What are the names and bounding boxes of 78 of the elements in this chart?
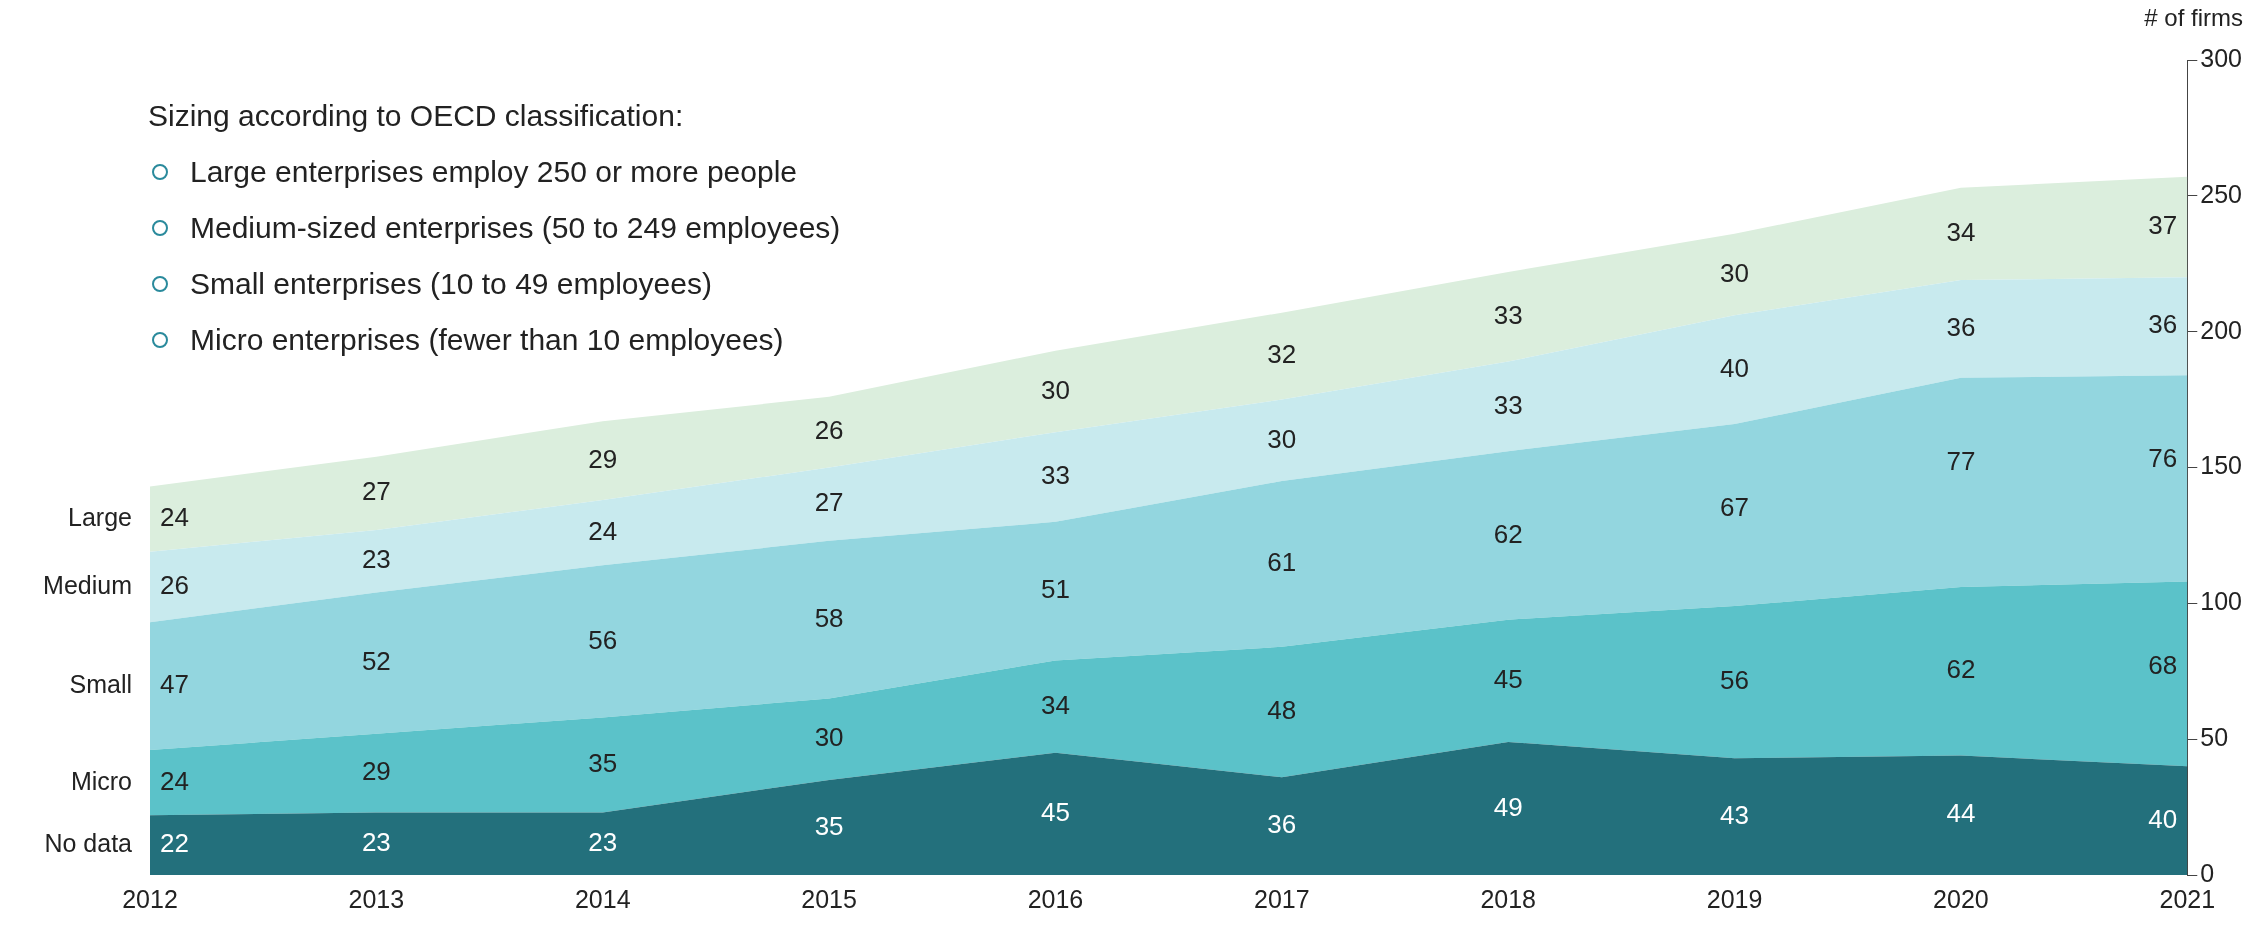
data-label: 45	[1041, 797, 1070, 828]
y-tick-label: 50	[2200, 723, 2229, 752]
data-label: 49	[1493, 791, 1523, 822]
data-label: 77	[1946, 446, 1976, 477]
data-label: 30	[1041, 374, 1070, 405]
y-tick-label: 0	[2200, 858, 2215, 887]
x-tick-label: 2018	[1480, 884, 1536, 913]
x-tick-label: 2016	[1027, 884, 1084, 913]
data-label: 27	[361, 476, 391, 507]
data-label: 27	[814, 487, 844, 518]
data-label: 47	[160, 669, 189, 700]
data-label: 22	[160, 828, 189, 859]
data-label: 26	[160, 570, 189, 601]
data-label: 67	[1720, 492, 1750, 523]
x-tick-label: 2013	[348, 884, 405, 913]
data-label: 40	[2148, 803, 2178, 834]
x-tick-label: 2019	[1706, 884, 1763, 913]
data-label: 24	[160, 765, 189, 796]
series-label: Micro	[70, 766, 132, 795]
annotation: Large enterprises employ 250 or more people	[190, 154, 798, 190]
annotation: Micro enterprises (fewer than 10 employees)	[190, 322, 784, 358]
data-label: 37	[2148, 210, 2178, 241]
data-label: 45	[1493, 663, 1523, 694]
data-label: 34	[1041, 689, 1070, 720]
data-label: 23	[361, 544, 391, 575]
data-label: 29	[588, 443, 618, 474]
data-label: 56	[588, 624, 618, 655]
series-label: Medium	[43, 570, 132, 599]
data-label: 24	[588, 515, 618, 546]
data-label: 36	[1946, 312, 1976, 343]
data-label: 48	[1267, 695, 1297, 726]
x-tick-label: 2012	[122, 884, 178, 913]
data-label: 33	[1493, 299, 1523, 330]
data-label: 36	[2148, 309, 2178, 340]
data-label: 36	[1267, 809, 1297, 840]
data-label: 56	[1720, 665, 1750, 696]
series-label: Large	[68, 503, 132, 532]
data-label: 26	[814, 415, 844, 446]
data-label: 32	[1267, 339, 1297, 370]
x-tick-label: 2015	[801, 884, 857, 913]
data-label: 24	[160, 502, 189, 533]
data-label: 51	[1041, 574, 1070, 605]
data-label: 30	[1720, 257, 1750, 288]
data-label: 76	[2148, 443, 2178, 474]
data-label: 35	[814, 810, 844, 841]
y-tick-label: 150	[2200, 451, 2243, 480]
y-tick-label: 200	[2200, 315, 2243, 344]
series-label: Small	[69, 670, 132, 699]
data-label: 33	[1493, 389, 1523, 420]
annotation: Sizing according to OECD classification:	[148, 98, 684, 134]
y-tick-label: 100	[2200, 587, 2243, 616]
data-label: 62	[1493, 518, 1523, 549]
data-label: 52	[361, 646, 391, 677]
data-label: 34	[1946, 217, 1976, 248]
data-label: 68	[2148, 649, 2178, 680]
y-tick-label: 250	[2200, 179, 2243, 208]
data-label: 23	[588, 826, 618, 857]
data-label: 43	[1720, 799, 1750, 830]
data-label: 23	[361, 826, 391, 857]
data-label: 40	[1720, 352, 1750, 383]
data-label: 29	[361, 756, 391, 787]
data-label: 44	[1946, 798, 1976, 829]
data-label: 30	[1267, 423, 1297, 454]
data-label: 35	[588, 748, 618, 779]
y-tick-label: 300	[2200, 43, 2243, 72]
data-label: 33	[1041, 460, 1070, 491]
data-label: 30	[814, 722, 844, 753]
series-label: No data	[44, 829, 133, 858]
y-axis-title: # of firms	[2144, 4, 2243, 32]
x-tick-label: 2020	[1933, 884, 1989, 913]
annotation: Medium-sized enterprises (50 to 249 employees)	[190, 210, 841, 246]
data-label: 62	[1946, 654, 1976, 685]
x-tick-label: 2021	[2159, 884, 2216, 913]
data-label: 61	[1267, 547, 1297, 578]
annotation: Small enterprises (10 to 49 employees)	[190, 266, 712, 302]
x-tick-label: 2014	[574, 884, 631, 913]
x-tick-label: 2017	[1254, 884, 1310, 913]
data-label: 58	[814, 602, 844, 633]
